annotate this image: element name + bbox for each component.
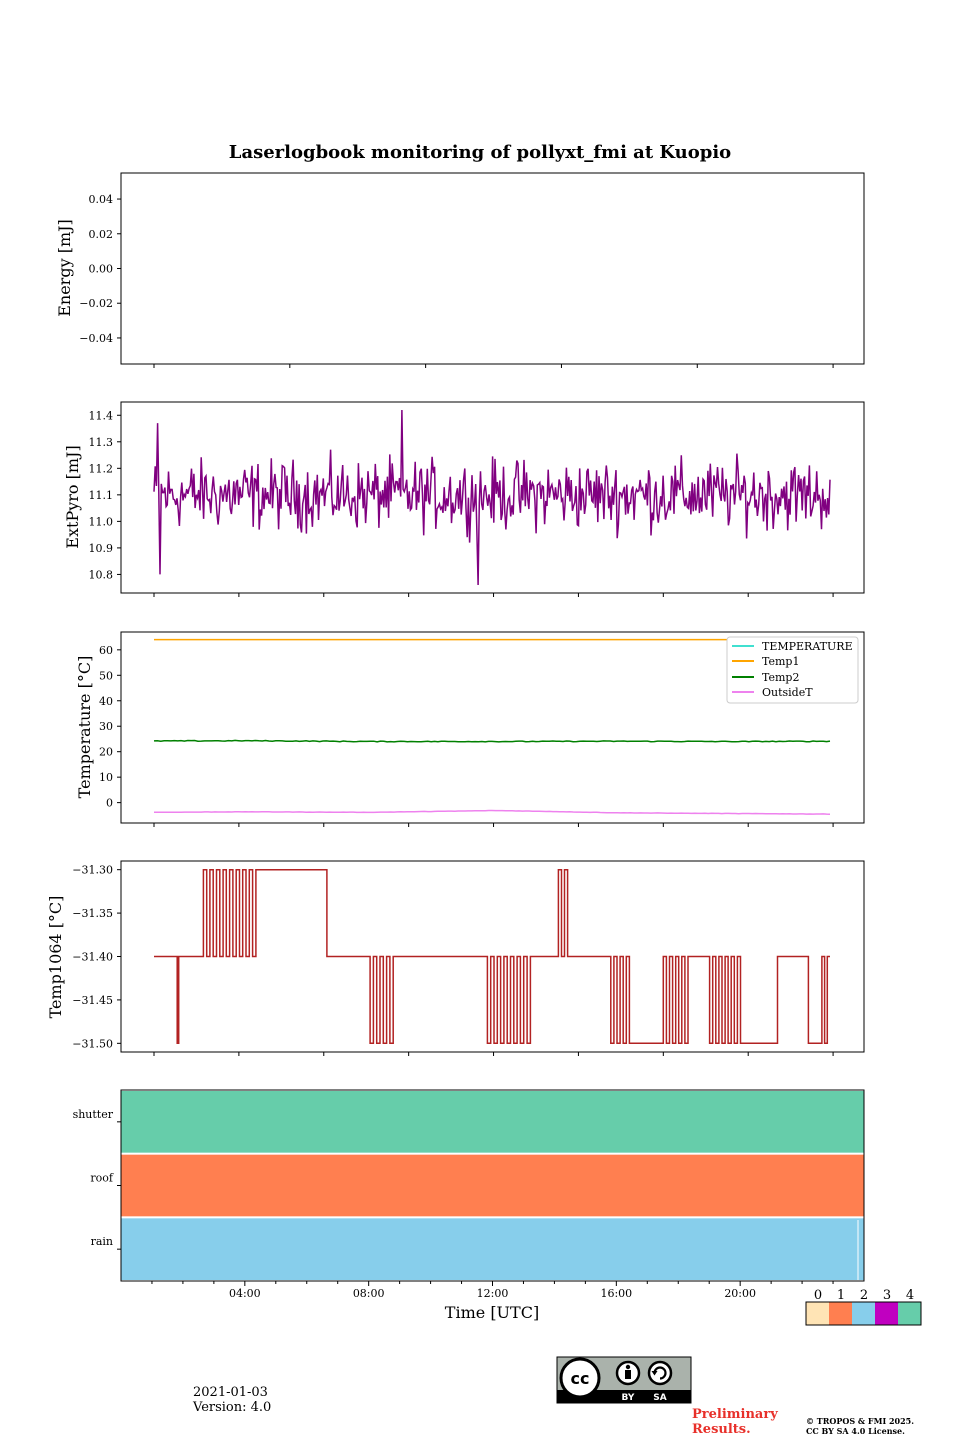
colorbar-swatch-4 [898,1302,921,1325]
status-row-rain [121,1218,864,1280]
preliminary-note-line2: Results. [692,1422,751,1437]
temp1064-y-label: Temp1064 [°C] [46,896,65,1019]
legend-label-temp2: Temp2 [762,671,799,684]
status-row-roof [121,1154,864,1217]
status-y-ticks: shutter roof rain [73,1108,121,1250]
outsidet-series-line [154,809,831,815]
extpyro-y-ticks: 11.4 11.3 11.2 11.1 11.0 10.9 10.8 [89,409,121,581]
colorbar-swatch-0 [806,1302,829,1325]
colorbar-label-2: 2 [860,1288,868,1303]
extpyro-panel: 11.4 11.3 11.2 11.1 11.0 10.9 10.8 ExtPyro [mJ… [63,401,865,597]
x-tick-label: 20:00 [724,1287,756,1300]
extpyro-y-label: ExtPyro [mJ] [63,445,82,548]
by-person-head [625,1364,631,1370]
y-tick-label: 10.8 [89,568,114,581]
legend-label-outsidet: OutsideT [762,686,813,699]
chart-title: Laserlogbook monitoring of pollyxt_fmi a… [229,142,731,163]
temperature-panel: 60 50 40 30 20 10 0 Temperature [°C] TEMPERATU… [75,631,865,827]
cc-by-sa-badge: cc BY SA [556,1356,692,1404]
colorbar-swatch-3 [875,1302,898,1325]
y-tick-label: −31.30 [72,864,113,877]
sa-share-icon [647,1360,673,1386]
y-tick-label: 20 [99,746,113,759]
y-tick-label: 40 [99,695,113,708]
energy-panel: 0.04 0.02 0.00 −0.02 −0.04 Energy [mJ] [55,172,865,368]
energy-axes-frame [120,172,865,365]
y-tick-label: 11.4 [89,409,114,422]
extpyro-x-ticks [153,593,834,597]
version-label: Version: 4.0 [192,1400,271,1415]
sa-arrow-head [651,1371,658,1376]
status-row-label: rain [91,1235,113,1248]
status-panel: shutter roof rain 04:00 08:00 12:00 16:00 20:0… [73,1089,865,1322]
energy-y-label: Energy [mJ] [55,219,74,317]
y-tick-label: 10 [99,771,113,784]
colorbar-swatch-2 [852,1302,875,1325]
temp1064-y-ticks: −31.30 −31.35 −31.40 −31.45 −31.50 [72,864,121,1050]
status-rows [121,1091,864,1280]
date-label: 2021-01-03 [193,1385,268,1400]
temp1064-series-line [154,868,830,1045]
legend-label-temperature: TEMPERATURE [762,640,853,653]
y-tick-label: −31.50 [72,1037,113,1050]
colorbar-swatch-1 [829,1302,852,1325]
preliminary-note-line1: Preliminary [692,1407,778,1422]
y-tick-label: 60 [99,644,113,657]
y-tick-label: 11.1 [89,489,114,502]
x-tick-label: 16:00 [600,1287,632,1300]
y-tick-label: −0.02 [79,297,113,310]
y-tick-label: −31.45 [72,994,113,1007]
badge-by-label: BY [622,1393,635,1403]
copyright-line2: CC BY SA 4.0 License. [806,1426,905,1436]
x-tick-label: 08:00 [353,1287,385,1300]
copyright-line1: © TROPOS & FMI 2025. [806,1416,914,1426]
temperature-axes-frame [120,631,865,824]
temp2-series-line [153,739,831,743]
status-row-label: roof [90,1172,114,1185]
cc-logo-icon [559,1357,601,1399]
sa-arrow-arc [653,1366,667,1380]
extpyro-series-line [153,409,831,586]
y-tick-label: 30 [99,720,113,733]
y-tick-label: 0.02 [89,228,114,241]
y-tick-label: 10.9 [89,542,114,555]
temperature-y-ticks: 60 50 40 30 20 10 0 [99,644,121,810]
temp1064-panel: −31.30 −31.35 −31.40 −31.45 −31.50 Temp1064 … [46,860,865,1056]
temperature-legend: TEMPERATURE Temp1 Temp2 OutsideT [726,636,859,704]
colorbar-label-0: 0 [814,1288,822,1303]
temp1064-x-ticks [153,1052,834,1056]
colorbar-frame [805,1301,922,1326]
y-tick-label: −0.04 [79,332,113,345]
x-tick-label: 12:00 [477,1287,509,1300]
y-tick-label: −31.40 [72,951,113,964]
temperature-y-label: Temperature [°C] [75,656,94,799]
temperature-x-ticks [153,823,834,827]
y-tick-label: 11.0 [89,515,114,528]
extpyro-axes-frame [120,401,865,594]
y-tick-label: 0 [106,797,113,810]
y-tick-label: 0.04 [89,193,114,206]
legend-box [726,636,859,704]
y-tick-label: −31.35 [72,907,113,920]
status-row-label: shutter [73,1108,114,1121]
status-x-ticks: 04:00 08:00 12:00 16:00 20:00 [151,1281,834,1300]
x-axis-label: Time [UTC] [445,1303,539,1322]
x-tick-label: 04:00 [229,1287,261,1300]
by-person-body [625,1370,631,1379]
status-row-shutter [121,1091,864,1153]
y-tick-label: 50 [99,669,113,682]
y-tick-label: 11.2 [89,462,114,475]
colorbar-label-4: 4 [906,1288,914,1303]
energy-x-ticks [153,364,834,368]
colorbar-label-1: 1 [837,1288,845,1303]
cc-logo-text: cc [571,1369,590,1388]
y-tick-label: 0.00 [89,263,114,276]
legend-label-temp1: Temp1 [762,655,799,668]
y-tick-label: 11.3 [89,436,114,449]
colorbar-label-3: 3 [883,1288,891,1303]
energy-y-ticks: 0.04 0.02 0.00 −0.02 −0.04 [79,193,121,345]
badge-sa-label: SA [653,1393,666,1403]
